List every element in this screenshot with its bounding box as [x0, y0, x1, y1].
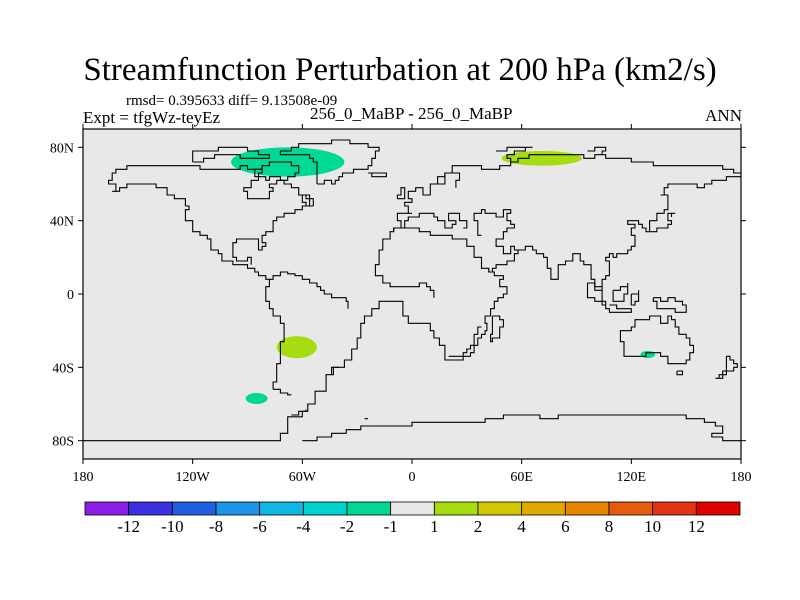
experiment-label: Expt = tfgWz-teyEz: [83, 108, 221, 127]
colorbar-label: 4: [517, 517, 526, 536]
colorbar-box: [608, 501, 654, 516]
colorbar-box: [564, 501, 610, 516]
colorbar-label: 1: [430, 517, 439, 536]
season-label: ANN: [705, 106, 742, 125]
coastline-segment: [279, 139, 380, 185]
anomaly-blob-arctic-siberia: [501, 151, 582, 166]
colorbar-label: -2: [340, 517, 354, 536]
x-tick-label: 180: [73, 470, 94, 485]
coastline-segment: [375, 414, 741, 442]
colorbar-box: [477, 501, 523, 516]
coastline-segment: [586, 282, 607, 306]
coastline-segment: [490, 315, 504, 343]
colorbar-box: [652, 501, 697, 516]
x-tick-label: 120W: [176, 470, 211, 485]
colorbar-label: 2: [474, 517, 483, 536]
colorbar-box: [84, 501, 130, 516]
coastline-segment: [514, 176, 741, 291]
colorbar-label: -1: [384, 517, 398, 536]
y-tick-label: 80S: [52, 435, 74, 450]
coastline-segment: [448, 326, 482, 357]
coastline-segment: [676, 370, 684, 376]
stats-text: rmsd= 0.395633 diff= 9.13508e-09: [126, 93, 338, 109]
colorbar-box: [346, 501, 392, 516]
y-tick-label: 40S: [52, 361, 74, 376]
x-tick-label: 60W: [289, 470, 317, 485]
coastline-segment: [269, 271, 349, 309]
coastline-segment: [612, 283, 629, 302]
y-tick-label: 40N: [50, 215, 74, 230]
colorbar-label: 10: [644, 517, 661, 536]
coastline-segment: [496, 146, 533, 162]
colorbar-box: [433, 501, 479, 516]
coastline-segment: [396, 187, 406, 200]
y-tick-label: 80N: [50, 141, 74, 156]
coastline-segment: [605, 304, 632, 313]
colorbar-box: [695, 501, 741, 516]
coastline-segment: [619, 315, 695, 365]
colorbar-box: [302, 501, 348, 516]
coastline-segment: [715, 355, 738, 379]
y-tick-label: 0: [67, 288, 74, 303]
colorbar-label: 6: [561, 517, 570, 536]
coastline-segment: [437, 172, 461, 188]
chart-title: Streamfunction Perturbation at 200 hPa (…: [83, 52, 717, 88]
coastline-segment: [302, 425, 376, 442]
anomaly-blob-southern-ocean: [245, 393, 268, 404]
coastline-segment: [184, 205, 285, 390]
coastline-segment: [473, 209, 519, 273]
anomaly-blob-south-pacific: [276, 336, 317, 359]
colorbar-label: 12: [688, 517, 705, 536]
x-tick-label: 0: [409, 470, 416, 485]
coastline-segment: [368, 172, 387, 178]
coastline-segment: [291, 409, 307, 416]
coastline-segment: [630, 290, 640, 306]
coastline-segment: [273, 388, 292, 396]
coastline-segment: [83, 227, 508, 442]
colorbar-box: [215, 501, 261, 516]
colorbar-box: [128, 501, 173, 516]
coastline-segment: [108, 165, 311, 265]
colorbar-box: [171, 501, 217, 516]
colorbar-label: -12: [117, 517, 140, 536]
coastline-segment: [652, 297, 687, 313]
coastline-segment: [587, 146, 607, 155]
colorbar-label: -6: [253, 517, 267, 536]
x-tick-label: 60E: [510, 470, 533, 485]
case-label: 256_0_MaBP - 256_0_MaBP: [310, 104, 513, 123]
coastline-segment: [393, 154, 741, 232]
colorbar-box: [259, 501, 304, 516]
coastline-segment: [192, 146, 270, 163]
coastline-segment: [331, 366, 339, 375]
colorbar-label: -10: [161, 517, 184, 536]
map-background: [83, 129, 741, 459]
colorbar-label: -8: [209, 517, 223, 536]
x-tick-label: 120E: [617, 470, 647, 485]
coastline-segment: [254, 161, 300, 181]
colorbar-box: [521, 501, 566, 516]
x-tick-label: 180: [731, 470, 752, 485]
colorbar-label: -4: [296, 517, 311, 536]
colorbar-label: 8: [605, 517, 614, 536]
coastline-segment: [404, 212, 468, 229]
anomaly-blob-australia-south: [640, 350, 656, 359]
coastline-segment: [649, 212, 676, 233]
colorbar-box: [390, 501, 435, 516]
